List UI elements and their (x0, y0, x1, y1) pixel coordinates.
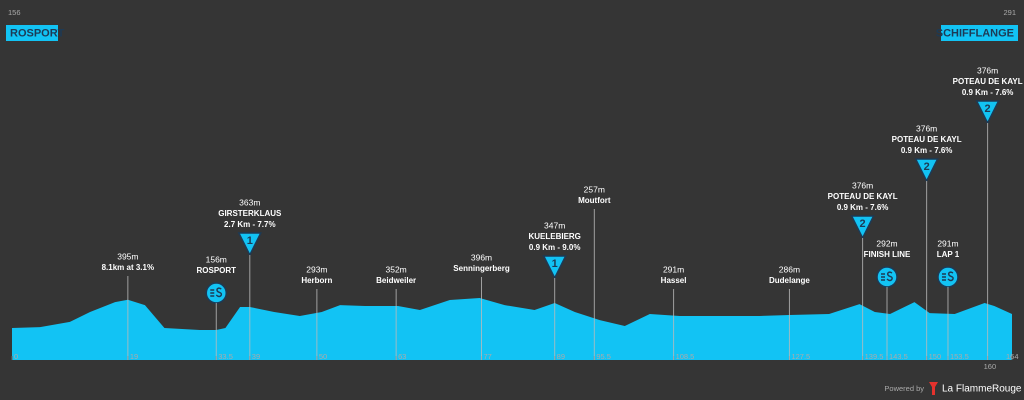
climb-icon (850, 215, 875, 240)
marker-name: ROSPORT (196, 266, 236, 275)
marker-elevation: 395m (117, 251, 138, 261)
climb-category: 2 (985, 103, 991, 115)
brand-logo (929, 382, 938, 395)
marker-elevation: 376m (852, 180, 873, 190)
marker-name: GIRSTERKLAUS (218, 209, 282, 218)
x-tick-label: 50 (319, 352, 327, 361)
x-tick-label: 127.5 (791, 352, 810, 361)
marker-name: Dudelange (769, 276, 810, 285)
marker-name: LAP 1 (937, 250, 960, 259)
x-tick-label: 0 (14, 352, 18, 361)
x-tick-label: 108.5 (676, 352, 695, 361)
marker-detail: 2.7 Km - 7.7% (224, 220, 276, 229)
marker-name: POTEAU DE KAYL (892, 135, 962, 144)
marker-detail: 0.9 Km - 7.6% (837, 203, 889, 212)
powered-by: Powered by (884, 384, 924, 393)
sprint-icon (876, 266, 898, 288)
marker-elevation: 291m (663, 264, 684, 274)
climb-icon (237, 232, 263, 257)
x-tick-label: 95.5 (596, 352, 611, 361)
marker-elevation: 291m (937, 238, 958, 248)
marker-detail: 0.9 Km - 7.6% (901, 146, 953, 155)
marker-elevation: 292m (876, 238, 897, 248)
marker-name: KUELEBIERG (528, 232, 580, 241)
finish-elevation: 291 (1003, 8, 1016, 17)
x-tick-label: 33.5 (218, 352, 233, 361)
sprint-icon (937, 266, 959, 288)
sprint-glyph (881, 271, 893, 282)
climb-category: 2 (924, 161, 930, 173)
marker-elevation: 156m (206, 254, 227, 264)
climb-category: 2 (860, 218, 866, 230)
elevation-profile (12, 297, 1012, 360)
marker-name: Senningerberg (453, 264, 510, 273)
sprint-icon (205, 282, 228, 304)
start-name: ROSPORT (10, 27, 65, 39)
climb-category: 1 (247, 235, 253, 247)
climb-icon (975, 100, 1000, 125)
marker-elevation: 396m (471, 252, 492, 262)
marker-detail: 0.9 Km - 7.6% (962, 88, 1014, 97)
finish-name: SCHIFFLANGE (936, 27, 1014, 39)
marker-name: Hassel (661, 276, 687, 285)
marker-name: Herborn (301, 276, 332, 285)
start-elevation: 156 (8, 8, 21, 17)
x-tick-label: 39 (252, 352, 260, 361)
marker-name: POTEAU DE KAYL (953, 77, 1023, 86)
x-tick-label: 63 (398, 352, 406, 361)
marker-elevation: 376m (977, 65, 998, 75)
x-tick-label: 77 (484, 352, 492, 361)
brand: La FlammeRouge (942, 384, 1022, 395)
x-tick-label: 89 (557, 352, 565, 361)
marker-name: FINISH LINE (864, 250, 911, 259)
marker-elevation: 293m (306, 264, 327, 274)
x-tick-label: 150 (929, 352, 942, 361)
marker-elevation: 363m (239, 197, 260, 207)
sprint-glyph (941, 271, 954, 282)
x-tick-label: 153.5 (950, 352, 969, 361)
marker-elevation: 352m (386, 264, 407, 274)
marker-name: Moutfort (578, 196, 611, 205)
marker-elevation: 286m (779, 264, 800, 274)
climb-category: 1 (552, 258, 558, 270)
marker-detail: 0.9 Km - 9.0% (529, 243, 581, 252)
marker-name: Beidweiler (376, 276, 416, 285)
marker-name: POTEAU DE KAYL (828, 192, 898, 201)
sprint-glyph (210, 287, 223, 298)
x-tick-label: 160 (984, 362, 997, 371)
marker-detail: 8.1km at 3.1% (102, 263, 154, 272)
x-tick-label: 143.5 (889, 352, 908, 361)
x-tick-label: 139.5 (865, 352, 884, 361)
climb-icon (914, 158, 939, 183)
x-tick-label: 19 (130, 352, 138, 361)
start-badge (6, 25, 58, 41)
marker-elevation: 257m (584, 184, 605, 194)
x-tick-label: 164 (1006, 352, 1019, 361)
marker-elevation: 347m (544, 220, 565, 230)
finish-badge (941, 25, 1018, 41)
climb-icon (542, 255, 567, 280)
marker-elevation: 376m (916, 123, 937, 133)
